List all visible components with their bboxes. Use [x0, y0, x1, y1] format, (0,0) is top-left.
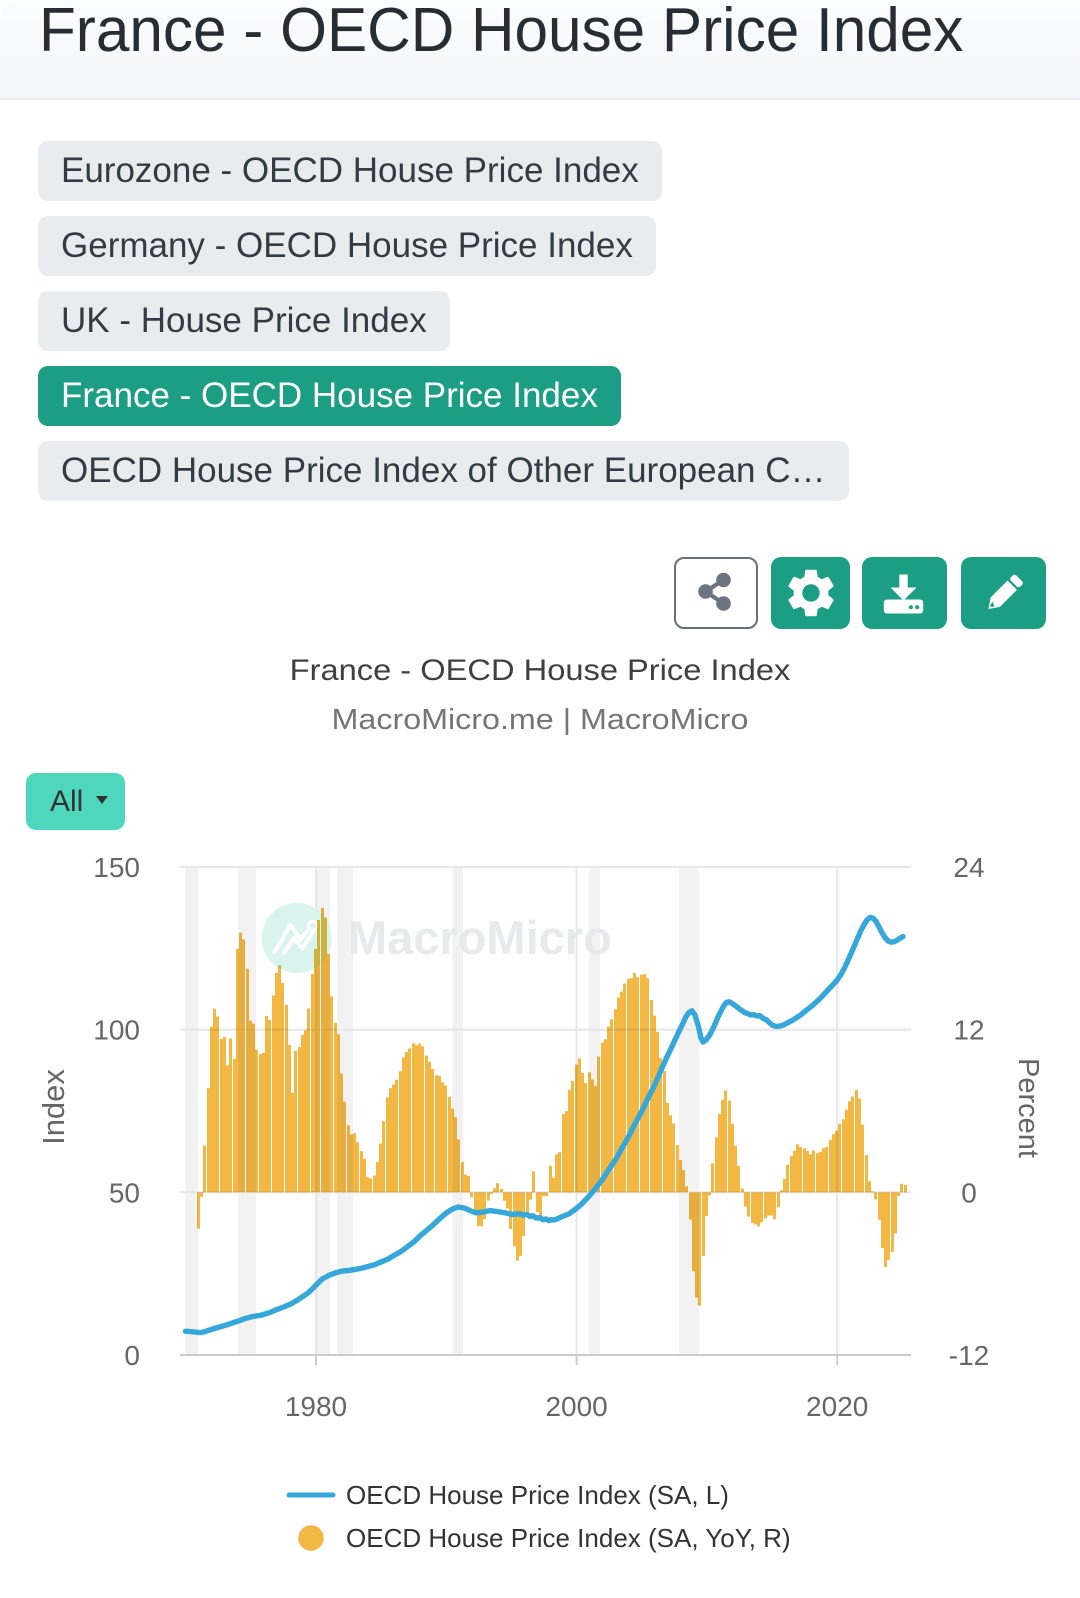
- svg-text:150: 150: [93, 852, 140, 883]
- svg-text:0: 0: [961, 1177, 977, 1208]
- svg-text:MacroMicro: MacroMicro: [348, 911, 612, 964]
- svg-text:-12: -12: [949, 1340, 989, 1371]
- svg-text:50: 50: [109, 1177, 140, 1208]
- svg-text:2020: 2020: [806, 1391, 868, 1422]
- svg-text:2000: 2000: [545, 1391, 607, 1422]
- svg-text:24: 24: [953, 852, 984, 883]
- svg-text:OECD House Price Index (SA, Yo: OECD House Price Index (SA, YoY, R): [346, 1523, 791, 1553]
- svg-text:OECD House Price Index (SA, L): OECD House Price Index (SA, L): [346, 1480, 729, 1510]
- svg-text:12: 12: [953, 1015, 984, 1046]
- svg-text:Percent: Percent: [1012, 1058, 1044, 1158]
- svg-text:100: 100: [93, 1015, 140, 1046]
- svg-text:0: 0: [124, 1340, 140, 1371]
- svg-text:1980: 1980: [285, 1391, 347, 1422]
- svg-text:Index: Index: [36, 1069, 71, 1145]
